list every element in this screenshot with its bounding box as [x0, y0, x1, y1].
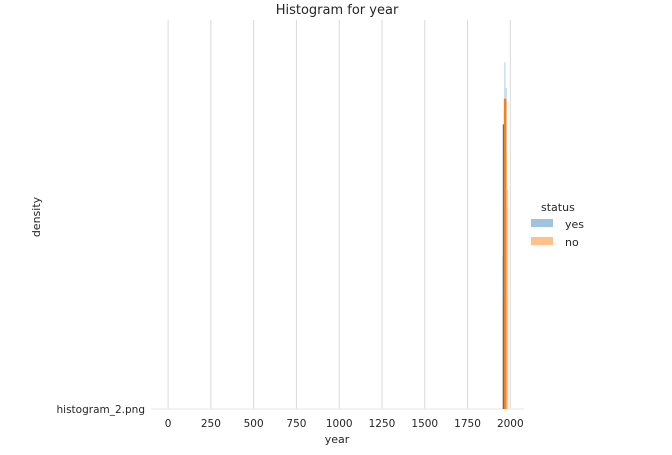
legend-swatch-no — [531, 237, 553, 245]
x-tick-labels: 0 250 500 750 1000 1250 1500 1750 2000 — [165, 418, 524, 430]
x-tick-label-250: 250 — [201, 418, 221, 430]
legend-label-no: no — [565, 236, 579, 249]
bar-no-3 — [506, 208, 509, 409]
legend: status yes no — [531, 201, 584, 249]
legend-swatch-yes — [531, 219, 553, 227]
legend-label-yes: yes — [565, 218, 584, 231]
x-tick-label-0: 0 — [165, 418, 172, 430]
x-tick-label-1750: 1750 — [454, 418, 481, 430]
grid-lines — [167, 20, 511, 409]
chart-title: Histogram for year — [276, 3, 399, 18]
x-axis-label: year — [325, 433, 350, 446]
y-axis-label: density — [30, 196, 43, 237]
density-bar-no — [503, 98, 507, 409]
x-tick-label-1000: 1000 — [326, 418, 353, 430]
x-tick-label-1500: 1500 — [411, 418, 438, 430]
legend-title: status — [541, 201, 575, 214]
x-tick-label-750: 750 — [286, 418, 306, 430]
x-tick-label-1250: 1250 — [369, 418, 396, 430]
x-tick-label-500: 500 — [244, 418, 264, 430]
x-tick-label-2000: 2000 — [497, 418, 524, 430]
y-tick-label: histogram_2.png — [57, 404, 145, 416]
histogram-bars — [502, 62, 509, 410]
